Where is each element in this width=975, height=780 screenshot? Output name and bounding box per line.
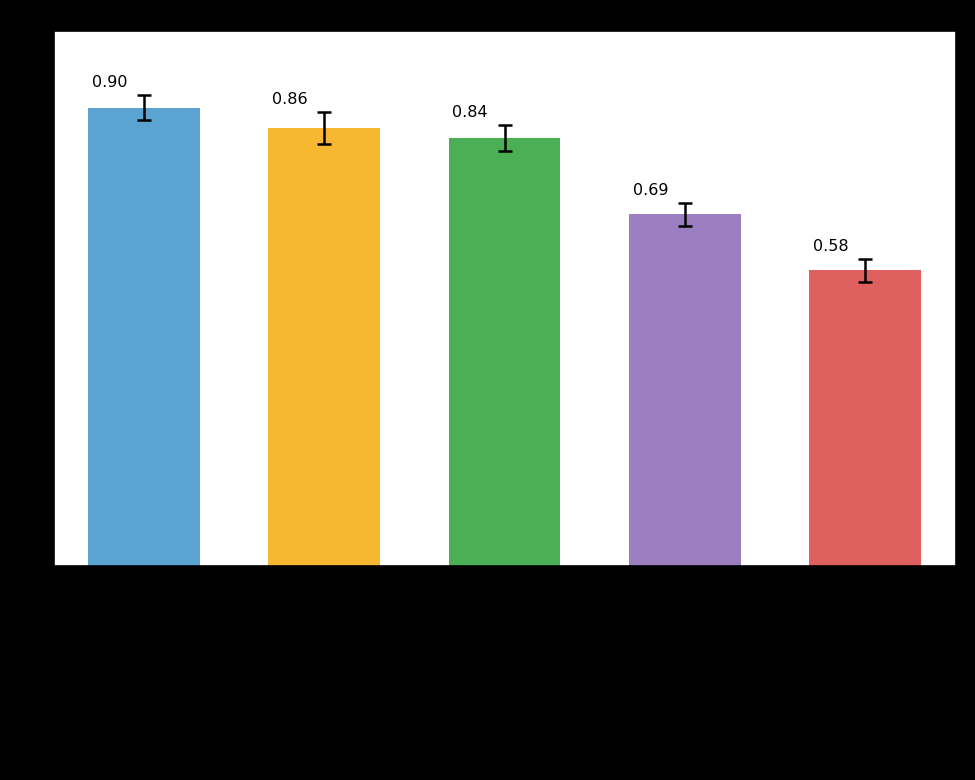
- Text: 0.84: 0.84: [452, 105, 488, 120]
- Bar: [88, 108, 200, 566]
- Text: 0.86: 0.86: [272, 91, 307, 107]
- Text: 0.69: 0.69: [633, 183, 668, 198]
- Bar: [448, 138, 561, 566]
- Bar: [268, 128, 380, 565]
- Bar: [629, 215, 741, 566]
- Text: 0.90: 0.90: [92, 75, 127, 90]
- Text: 0.58: 0.58: [813, 239, 848, 254]
- Bar: [809, 271, 921, 566]
